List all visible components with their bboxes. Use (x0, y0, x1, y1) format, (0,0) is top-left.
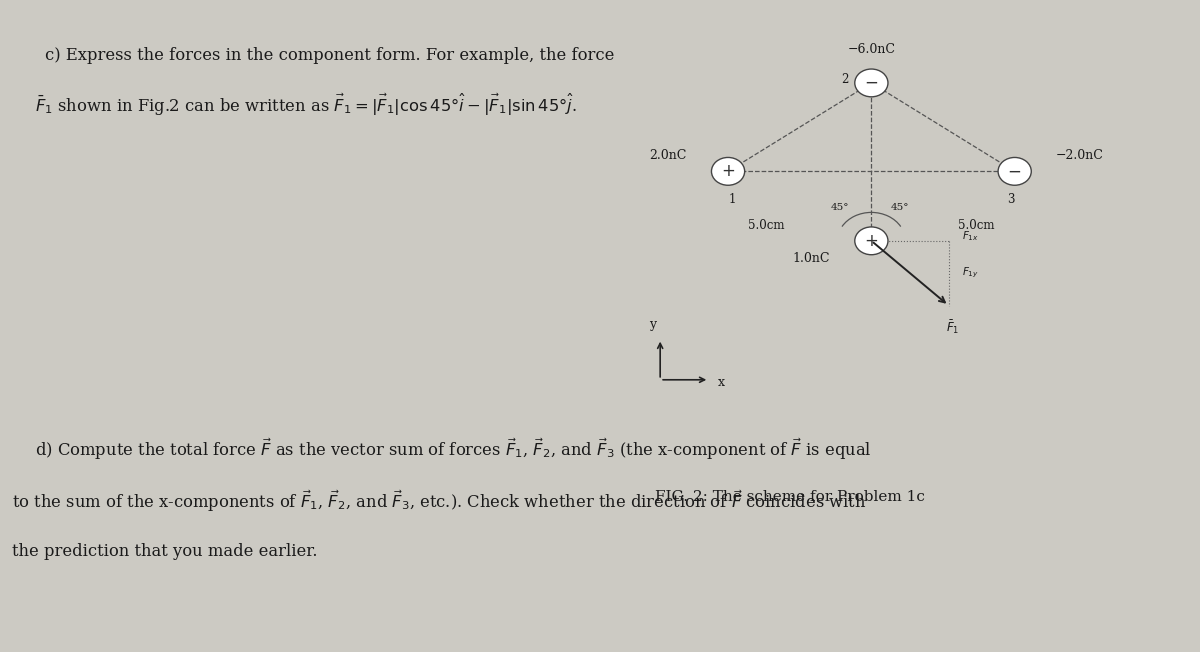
Text: −6.0nC: −6.0nC (847, 44, 895, 57)
Text: 1: 1 (728, 194, 736, 207)
Text: $F_{1x}$: $F_{1x}$ (962, 229, 979, 243)
Text: $F_{1y}$: $F_{1y}$ (962, 266, 979, 280)
Text: −: − (864, 74, 878, 92)
Text: to the sum of the x-components of $\vec{F}_1$, $\vec{F}_2$, and $\vec{F}_3$, etc: to the sum of the x-components of $\vec{… (12, 489, 866, 514)
Text: +: + (721, 162, 734, 181)
Text: 5.0cm: 5.0cm (748, 218, 785, 231)
Text: 45°: 45° (830, 203, 848, 213)
Text: 45°: 45° (890, 203, 910, 213)
Circle shape (854, 227, 888, 255)
Text: FIG. 2: The scheme for Problem 1c: FIG. 2: The scheme for Problem 1c (655, 490, 925, 504)
Text: 3: 3 (1007, 194, 1015, 207)
Text: 2.0nC: 2.0nC (649, 149, 686, 162)
Text: x: x (719, 376, 725, 389)
Text: −: − (1008, 162, 1021, 181)
Text: +: + (864, 232, 878, 250)
Text: −2.0nC: −2.0nC (1056, 149, 1104, 162)
Text: the prediction that you made earlier.: the prediction that you made earlier. (12, 543, 318, 560)
Circle shape (854, 69, 888, 96)
Text: d) Compute the total force $\vec{F}$ as the vector sum of forces $\vec{F}_1$, $\: d) Compute the total force $\vec{F}$ as … (35, 437, 871, 462)
Text: 5.0cm: 5.0cm (958, 218, 995, 231)
Text: y: y (649, 318, 656, 331)
Text: 1.0nC: 1.0nC (792, 252, 830, 265)
Text: c) Express the forces in the component form. For example, the force: c) Express the forces in the component f… (46, 47, 614, 64)
Text: 2: 2 (841, 73, 848, 86)
Text: $\bar{F}_1$: $\bar{F}_1$ (946, 318, 959, 336)
Circle shape (712, 157, 745, 185)
Text: $\bar{F}_1$ shown in Fig.2 can be written as $\vec{F}_1 = |\vec{F}_1|\cos 45°\ha: $\bar{F}_1$ shown in Fig.2 can be writte… (35, 92, 577, 118)
Circle shape (998, 157, 1031, 185)
